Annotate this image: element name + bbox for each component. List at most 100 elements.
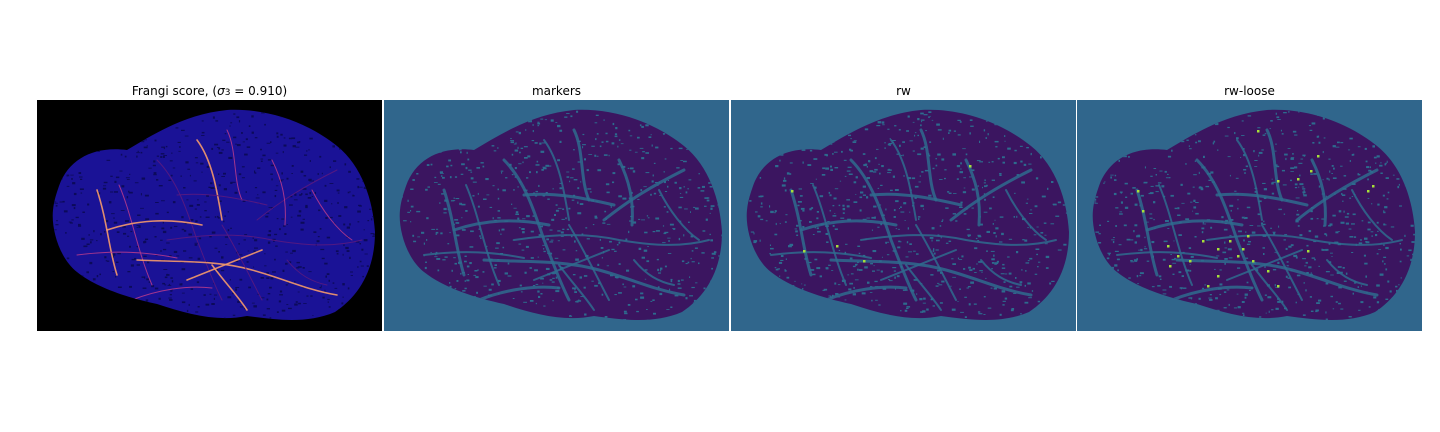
texture-speckle: [610, 274, 614, 277]
texture-speckle: [521, 249, 525, 251]
texture-speckle: [664, 180, 666, 184]
texture-speckle: [1385, 162, 1387, 165]
highlight-pixel: [1277, 180, 1280, 183]
texture-speckle: [995, 146, 998, 148]
texture-speckle: [921, 171, 924, 173]
texture-speckle: [1153, 201, 1156, 204]
texture-speckle: [1229, 204, 1234, 207]
texture-speckle: [235, 143, 237, 145]
texture-speckle: [442, 176, 445, 179]
texture-speckle: [582, 144, 586, 146]
texture-speckle: [970, 125, 974, 127]
texture-speckle: [193, 180, 197, 182]
texture-speckle: [227, 229, 230, 232]
texture-speckle: [862, 153, 866, 155]
texture-speckle: [1292, 153, 1294, 155]
texture-speckle: [842, 212, 845, 214]
texture-speckle: [430, 163, 433, 166]
texture-speckle: [306, 150, 308, 152]
texture-speckle: [1308, 230, 1312, 233]
texture-speckle: [1330, 252, 1333, 254]
texture-speckle: [1237, 207, 1239, 210]
texture-speckle: [1399, 205, 1402, 207]
texture-speckle: [880, 270, 883, 273]
texture-speckle: [655, 230, 660, 232]
texture-speckle: [264, 265, 267, 267]
texture-speckle: [850, 273, 854, 275]
texture-speckle: [929, 237, 934, 239]
texture-speckle: [1124, 206, 1129, 209]
vessel-line: [1116, 251, 1218, 259]
texture-speckle: [1244, 296, 1247, 299]
texture-speckle: [1003, 281, 1006, 283]
texture-speckle: [850, 138, 852, 140]
texture-speckle: [1302, 314, 1306, 316]
texture-speckle: [306, 295, 309, 297]
texture-speckle: [913, 279, 918, 281]
texture-speckle: [1022, 239, 1025, 241]
texture-speckle: [1370, 231, 1374, 233]
texture-speckle: [667, 253, 672, 254]
texture-speckle: [1335, 231, 1339, 234]
texture-speckle: [1185, 163, 1187, 165]
texture-speckle: [1159, 170, 1163, 172]
texture-speckle: [1128, 277, 1131, 279]
texture-speckle: [1179, 287, 1183, 289]
texture-speckle: [234, 260, 239, 262]
texture-speckle: [952, 153, 956, 156]
texture-speckle: [945, 242, 949, 244]
texture-speckle: [899, 208, 900, 209]
texture-speckle: [1329, 223, 1333, 226]
texture-speckle: [1385, 246, 1389, 250]
texture-speckle: [1013, 161, 1017, 165]
texture-speckle: [895, 228, 898, 230]
texture-speckle: [993, 287, 997, 290]
texture-speckle: [185, 161, 189, 164]
texture-speckle: [652, 174, 654, 177]
texture-speckle: [1264, 294, 1267, 296]
texture-speckle: [449, 282, 451, 284]
texture-speckle: [497, 210, 500, 212]
texture-speckle: [223, 220, 225, 223]
texture-speckle: [1386, 160, 1388, 163]
texture-speckle: [143, 255, 147, 257]
vessel-line: [513, 234, 710, 246]
texture-speckle: [426, 217, 429, 220]
texture-speckle: [572, 274, 576, 276]
texture-speckle: [1262, 247, 1265, 249]
texture-speckle: [992, 196, 995, 198]
texture-speckle: [1302, 193, 1305, 195]
texture-speckle: [606, 265, 609, 267]
texture-speckle: [1259, 316, 1262, 318]
texture-speckle: [1365, 241, 1370, 244]
texture-speckle: [1094, 202, 1098, 204]
texture-speckle: [317, 236, 320, 238]
texture-speckle: [224, 215, 226, 217]
texture-speckle: [603, 119, 605, 121]
texture-speckle: [564, 116, 568, 118]
texture-speckle: [1171, 258, 1175, 261]
vessel-line: [286, 259, 328, 286]
texture-speckle: [329, 183, 334, 184]
texture-speckle: [819, 275, 822, 278]
texture-speckle: [217, 217, 220, 219]
texture-speckle: [914, 185, 919, 188]
texture-speckle: [788, 245, 792, 248]
texture-speckle: [549, 241, 554, 243]
texture-speckle: [1063, 243, 1067, 246]
texture-speckle: [537, 290, 540, 293]
texture-speckle: [239, 306, 244, 308]
texture-speckle: [853, 286, 855, 289]
texture-speckle: [500, 233, 502, 235]
texture-speckle: [1241, 120, 1244, 122]
texture-speckle: [647, 246, 649, 247]
texture-speckle: [1210, 171, 1214, 174]
texture-speckle: [71, 178, 73, 180]
texture-speckle: [709, 186, 714, 188]
texture-speckle: [1243, 154, 1246, 157]
texture-speckle: [596, 133, 599, 135]
texture-speckle: [873, 265, 875, 267]
texture-speckle: [163, 155, 165, 158]
texture-speckle: [914, 132, 917, 134]
texture-speckle: [1270, 120, 1273, 122]
